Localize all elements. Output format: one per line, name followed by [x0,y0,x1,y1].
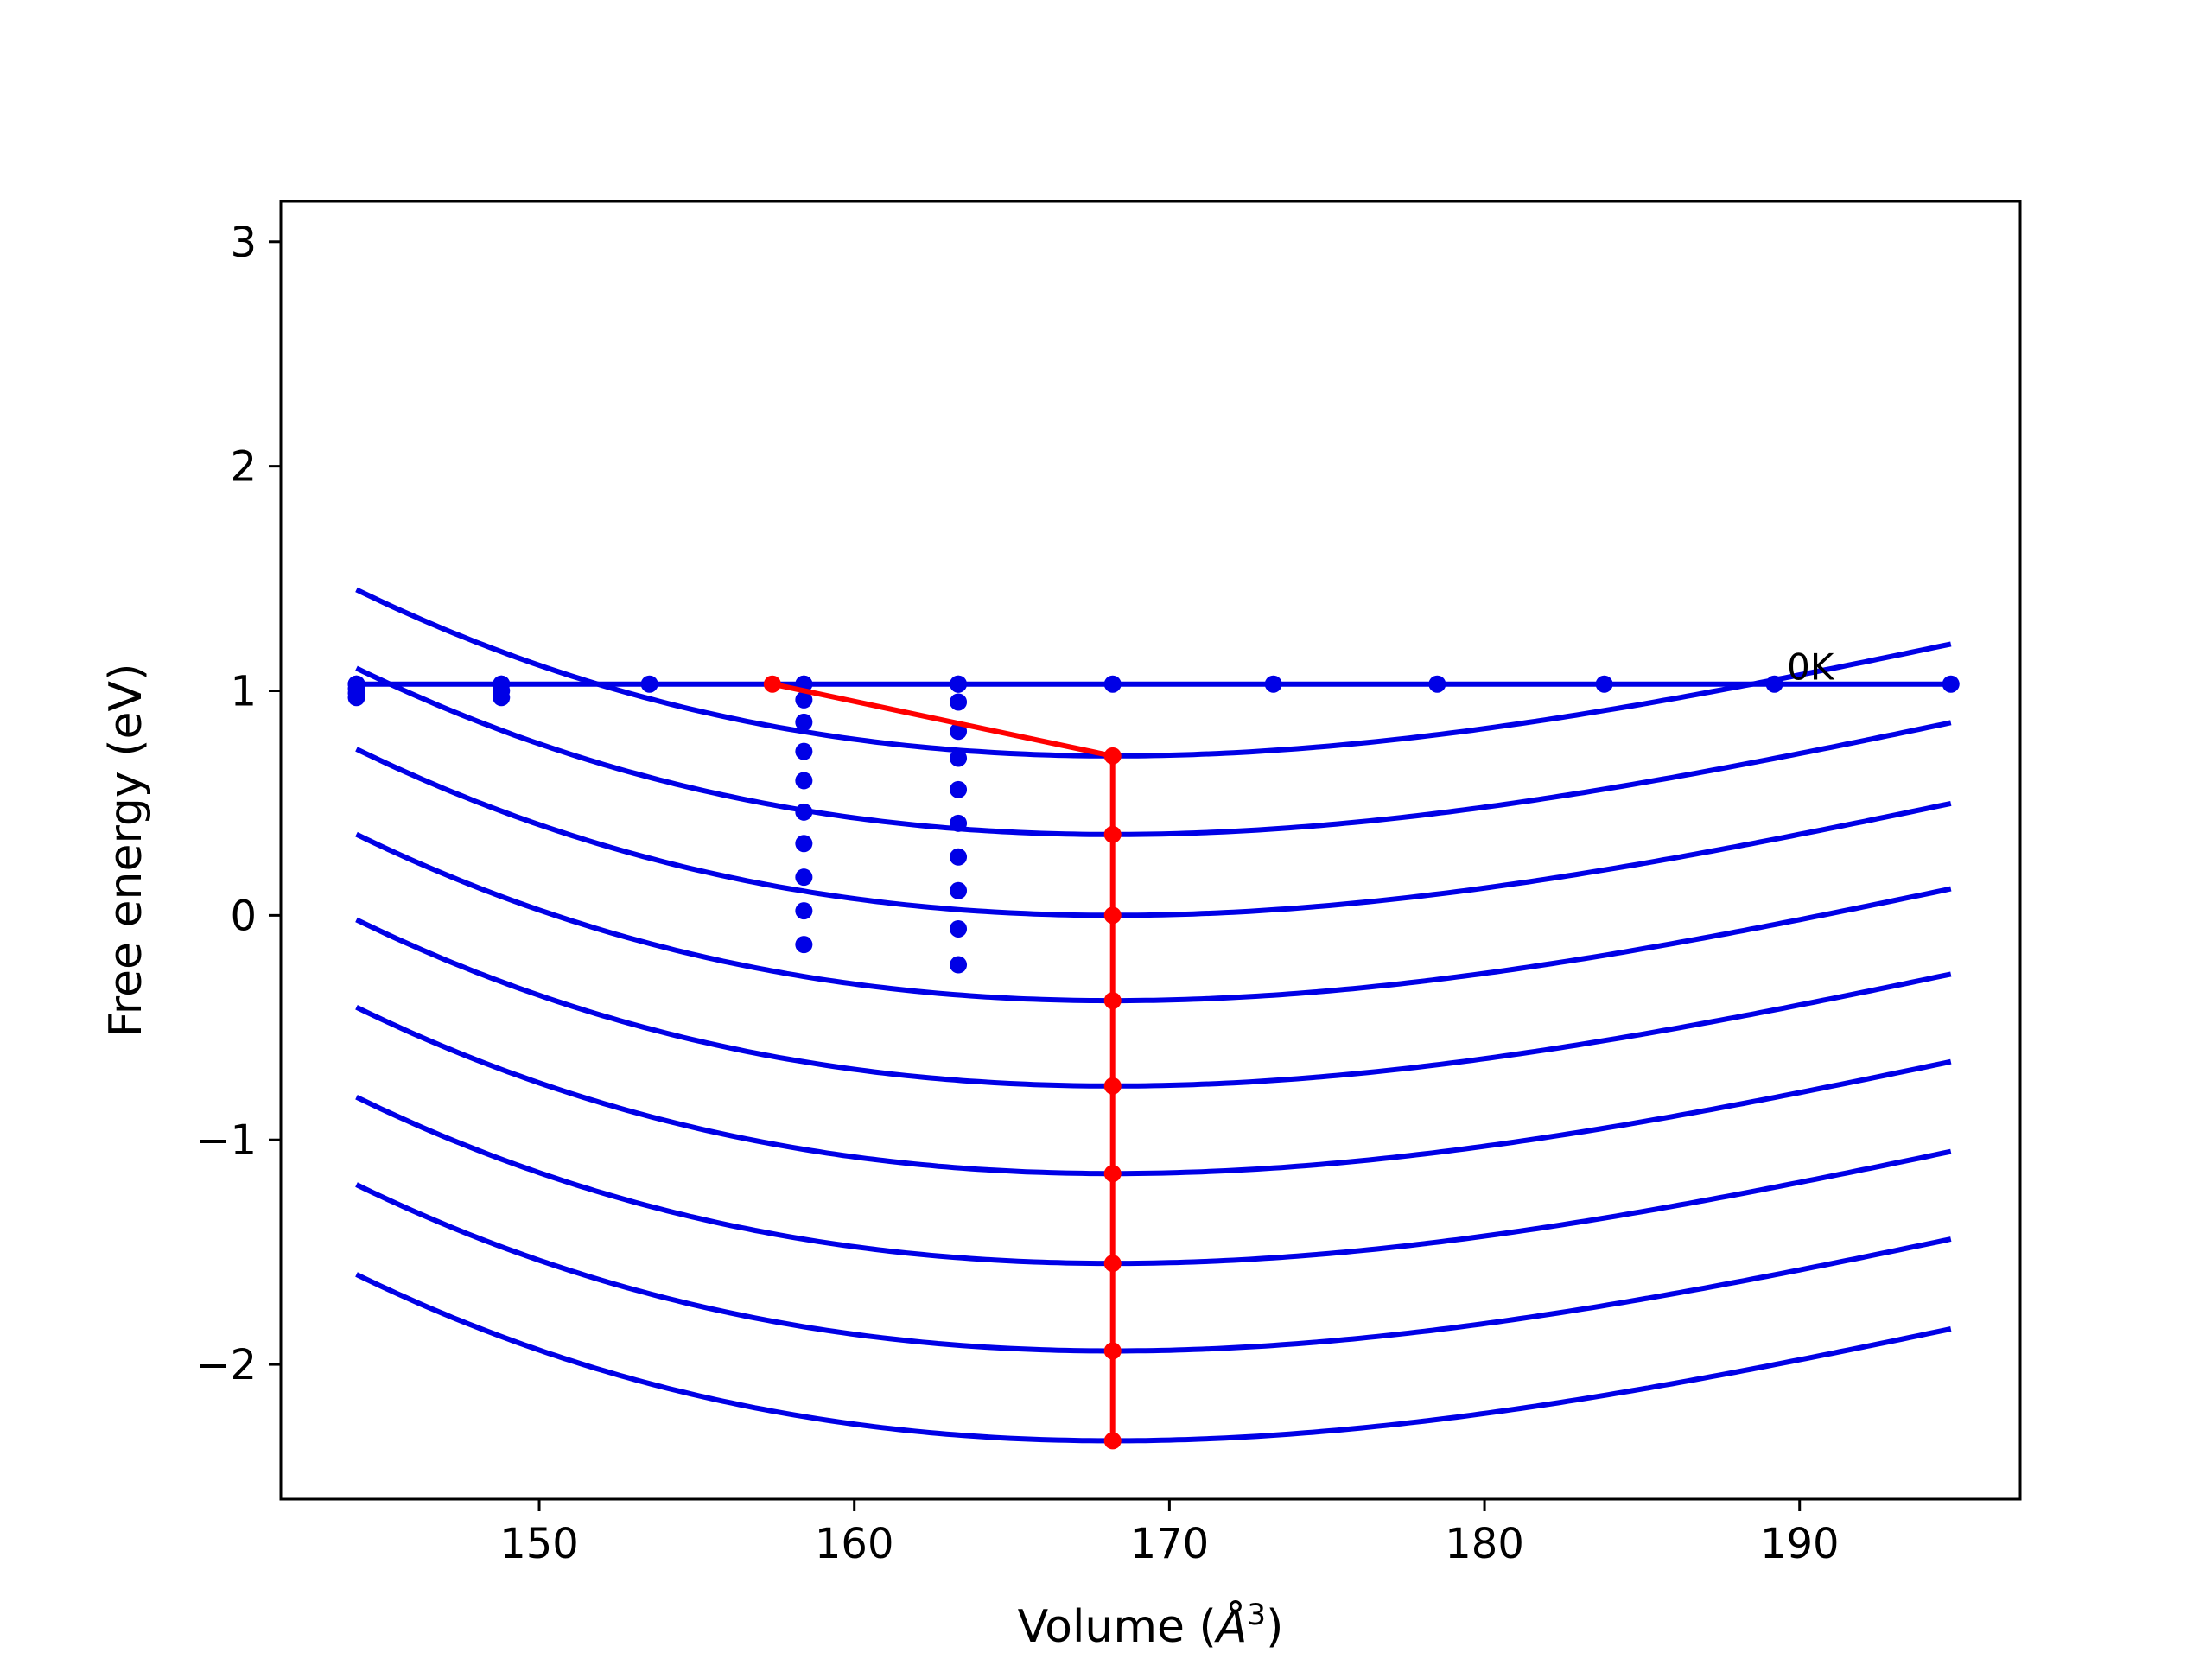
reference-point-9 [1595,675,1613,693]
plot-area [347,587,1960,1450]
minimum-path-line [772,681,1116,1441]
reference-point-3 [640,675,658,693]
x-axis-label: Volume (Å3) [1018,1598,1284,1653]
y-tick-label-5: −2 [195,1341,257,1389]
reference-point-6 [1103,675,1122,693]
dotted-column-1-point-2 [795,690,813,709]
y-tick-label-3: 0 [230,892,257,940]
x-axis-label-suffix: ) [1266,1601,1283,1653]
curve-series-1 [355,587,1952,759]
curve-series-4 [355,831,1952,1004]
reference-point-7 [1264,675,1282,693]
x-axis-label-prefix: Volume ( [1018,1601,1217,1653]
dotted-column-1-point-3 [795,713,813,731]
x-tick-label-190: 190 [1760,1520,1840,1568]
y-tick-label-2: 1 [230,667,257,715]
minimum-path-point-2 [1103,747,1122,765]
reference-point-10 [1765,675,1783,693]
minimum-path-point-8 [1103,1255,1122,1273]
x-tick-label-160: 160 [815,1520,894,1568]
dotted-column-2-point-6 [950,814,968,832]
dotted-column-1-point-9 [795,902,813,920]
minimum-path-point-7 [1103,1165,1122,1183]
annotation-0k: 0K [1787,646,1835,689]
x-axis-label-exponent: 3 [1247,1598,1266,1632]
curve-series-9 [355,1272,1952,1444]
x-tick-label-180: 180 [1445,1520,1524,1568]
edge-point-1-4 [347,689,365,707]
dotted-column-2-point-5 [950,780,968,798]
dotted-column-1-point-6 [795,803,813,821]
minimum-path-point-1 [763,675,781,693]
x-tick-label-170: 170 [1130,1520,1210,1568]
dotted-column-2-point-2 [950,693,968,711]
curve-series-7 [355,1094,1952,1267]
curve-series-8 [355,1182,1952,1354]
dotted-column-2-point-4 [950,749,968,767]
dotted-column-1-point-10 [795,936,813,954]
minimum-path-point-6 [1103,1077,1122,1095]
dotted-column-1-point-8 [795,868,813,887]
dotted-column-2-point-8 [950,881,968,899]
reference-point-11 [1942,675,1960,693]
y-axis-label: Free energy (eV) [100,664,152,1038]
curve-series-5 [355,917,1952,1089]
x-axis-label-unit: Å [1214,1599,1248,1653]
y-tick-label-4: −1 [195,1116,257,1165]
dotted-column-2-point-9 [950,919,968,938]
curve-series-2 [355,665,1952,837]
axes: 150 160 170 180 190 3 2 1 0 −1 −2 [195,200,2022,1568]
dotted-column-2-point-7 [950,848,968,866]
dotted-column-1-point-7 [795,835,813,853]
minimum-path-point-9 [1103,1342,1122,1360]
plot-frame [279,200,2022,1501]
y-tick-label-0: 3 [230,219,257,267]
minimum-path-point-10 [1103,1432,1122,1450]
dotted-column-2-point-1 [950,675,968,693]
dotted-column-1-point-5 [795,772,813,790]
dotted-column-1-point-4 [795,742,813,760]
minimum-path-point-5 [1103,992,1122,1010]
curve-series-3 [355,747,1952,918]
edge-point-2-3 [493,689,511,707]
y-tick-label-1: 2 [230,443,257,492]
reference-point-8 [1428,675,1446,693]
minimum-path-point-4 [1103,906,1122,925]
minimum-path-point-3 [1103,825,1122,843]
curve-series-6 [355,1005,1952,1177]
x-tick-label-150: 150 [499,1520,579,1568]
dotted-column-2-point-10 [950,956,968,974]
